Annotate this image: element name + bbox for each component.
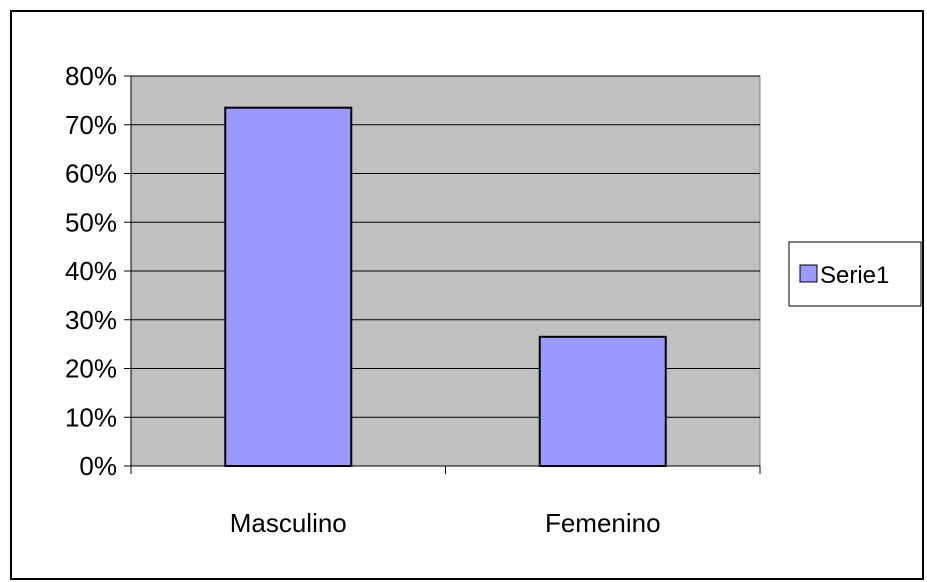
y-tick-label: 70% <box>65 110 117 140</box>
bar-femenino <box>538 335 667 467</box>
legend-label: Serie1 <box>820 262 889 289</box>
x-category-label: Masculino <box>230 508 347 538</box>
y-tick-label: 50% <box>65 207 117 237</box>
y-tick-label: 0% <box>79 451 117 481</box>
y-tick-label: 30% <box>65 305 117 335</box>
y-tick-label: 40% <box>65 256 117 286</box>
y-tick-label: 60% <box>65 159 117 189</box>
bar-masculino <box>224 106 353 467</box>
y-tick-label: 20% <box>65 354 117 384</box>
x-axis-categories: Masculino Femenino <box>230 508 661 538</box>
y-tick-label: 80% <box>65 61 117 91</box>
x-category-label: Femenino <box>545 508 661 538</box>
legend-swatch <box>799 264 818 283</box>
bars <box>224 106 667 467</box>
y-axis-ticks: 0% 10% 20% 30% 40% 50% 60% 70% 80% <box>65 61 131 481</box>
y-tick-label: 10% <box>65 402 117 432</box>
legend: Serie1 <box>788 241 922 307</box>
